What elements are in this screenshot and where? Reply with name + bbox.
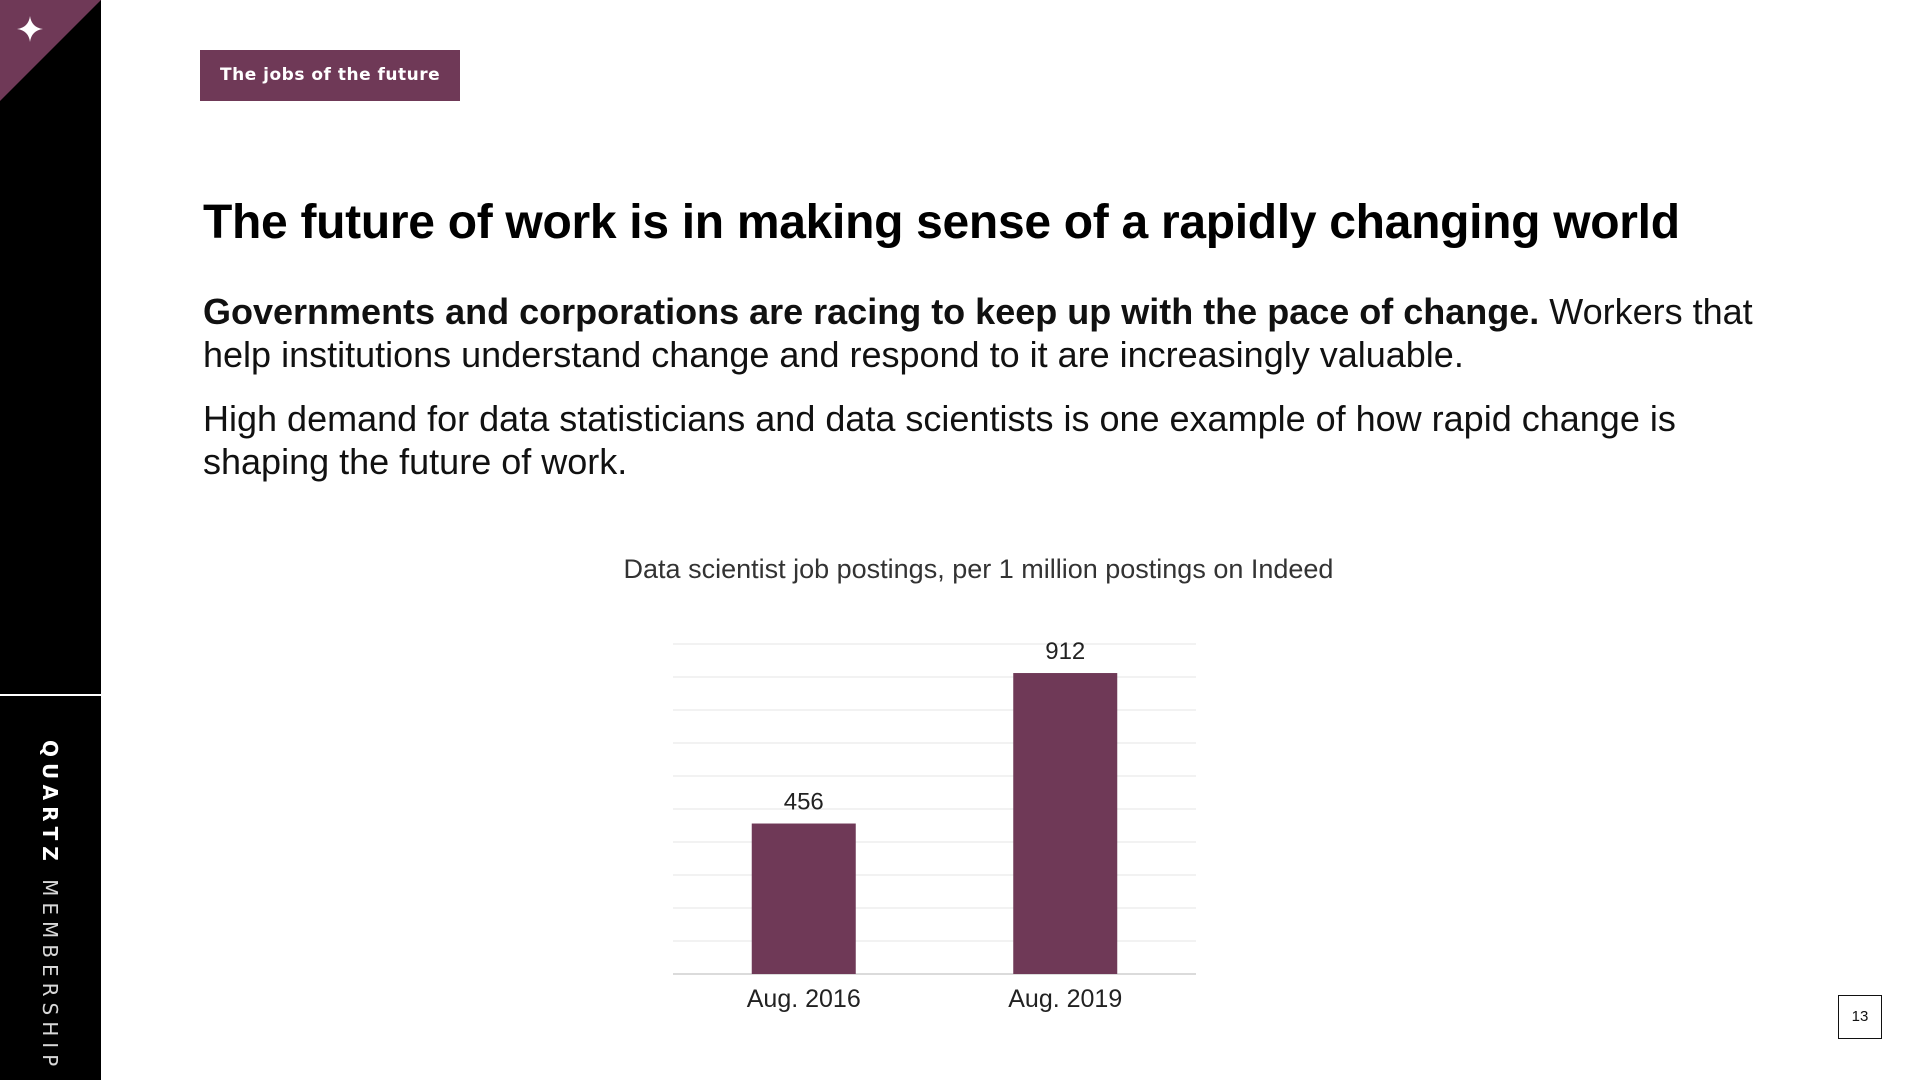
corner-logo [0,0,101,101]
paragraph-1: Governments and corporations are racing … [203,290,1763,376]
x-tick-label: Aug. 2016 [747,985,861,1013]
chart-title: Data scientist job postings, per 1 milli… [623,554,1334,584]
section-tag: The jobs of the future [200,50,461,101]
paragraph-1-body: Workers that help institutions understan… [203,291,1753,375]
sidebar-divider [0,694,101,696]
paragraph-2: High demand for data statisticians and d… [203,398,1676,482]
chart-bars [751,673,1118,974]
bar [1013,673,1118,974]
headline: The future of work is in making sense of… [203,196,1680,249]
data-label: 456 [784,789,824,816]
bar [751,823,856,974]
page-number: 13 [1838,995,1882,1039]
sparkle-icon [17,16,43,42]
sidebar: QUARTZ MEMBERSHIP [0,0,101,1080]
chart-labels: 456 Aug. 2016 912 Aug. 2019 [747,638,1123,1013]
x-tick-label: Aug. 2019 [1008,985,1122,1013]
paragraph-1-lead: Governments and corporations are racing … [203,291,1540,332]
data-label: 912 [1045,638,1085,665]
chart-gridlines [673,643,1196,975]
